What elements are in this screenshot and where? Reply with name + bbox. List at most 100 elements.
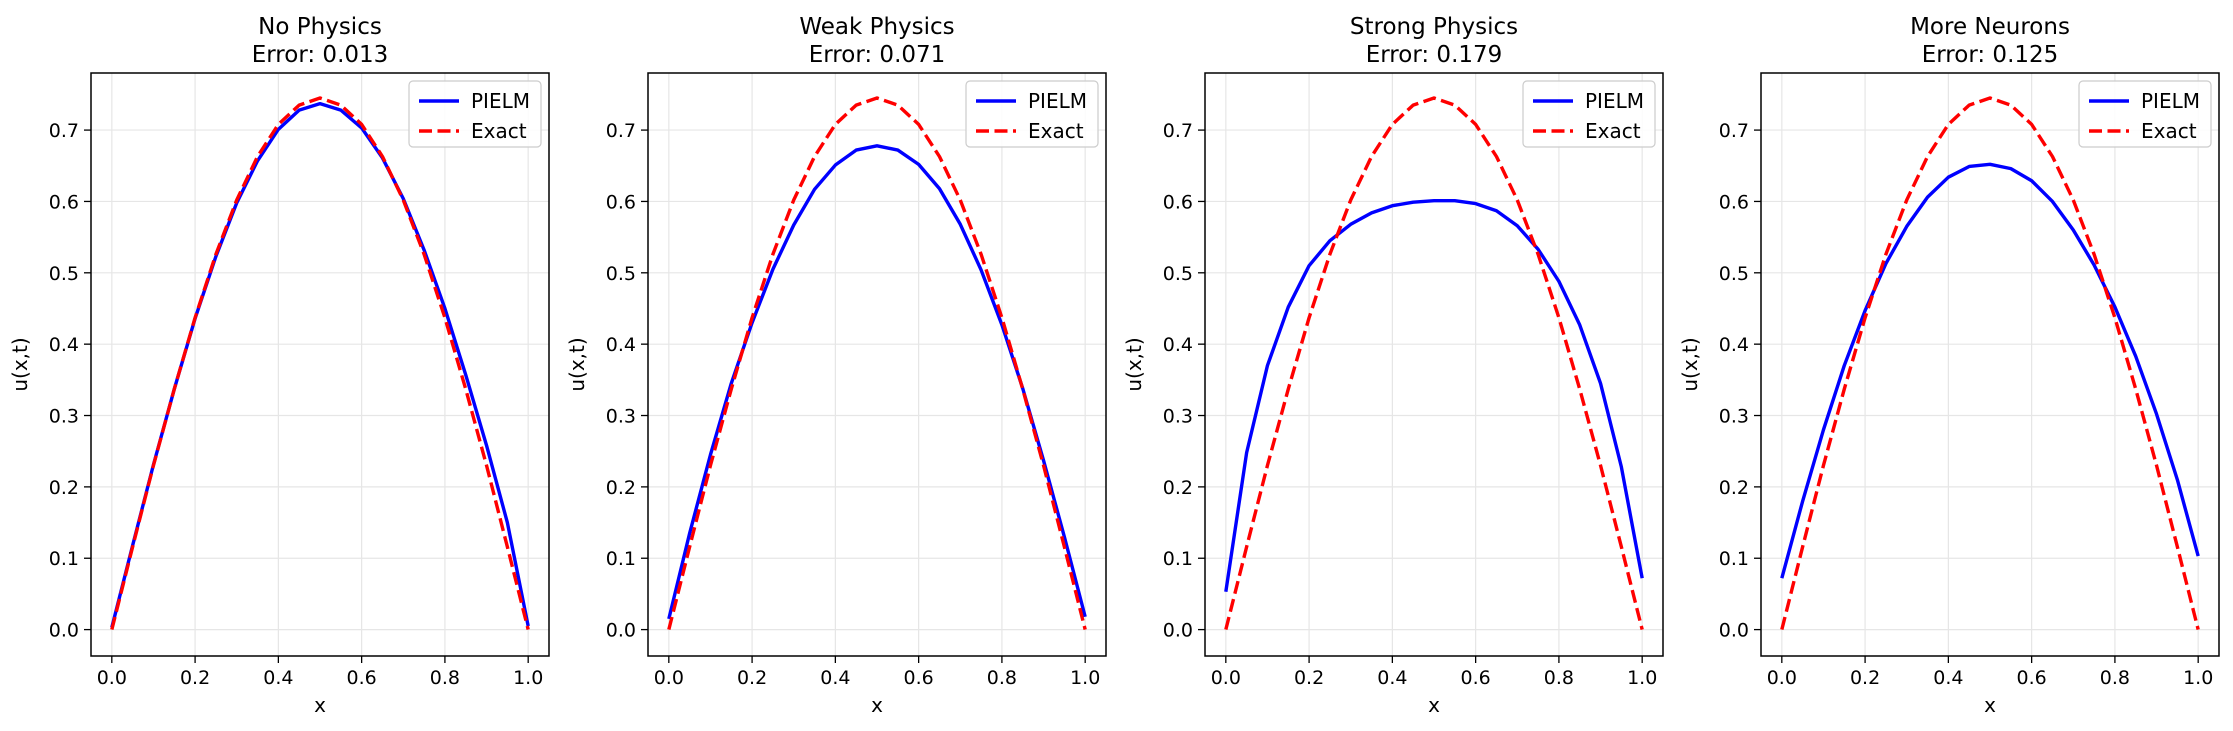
- y-tick-label: 0.6: [49, 191, 79, 213]
- y-tick-label: 0.6: [606, 191, 636, 213]
- legend: PIELM Exact: [408, 80, 542, 148]
- x-tick-label: 0.8: [430, 667, 460, 689]
- y-tick-label: 0.2: [1719, 477, 1749, 499]
- x-tick-label: 1.0: [2183, 667, 2213, 689]
- x-axis-label: x: [314, 693, 326, 717]
- x-tick-label: 0.2: [1294, 667, 1324, 689]
- y-tick-label: 0.6: [1719, 191, 1749, 213]
- series-line-pielm: [667, 144, 1087, 620]
- x-tick-label: 0.6: [904, 667, 934, 689]
- y-tick-label: 0.0: [1163, 620, 1193, 642]
- y-tick-label: 0.7: [49, 120, 79, 142]
- series-line-pielm: [1780, 162, 2200, 579]
- y-tick-label: 0.2: [606, 477, 636, 499]
- x-tick-label: 0.0: [1211, 667, 1241, 689]
- legend-label-pielm: PIELM: [1585, 89, 1644, 113]
- axes-frame: [90, 72, 550, 657]
- legend-label-pielm: PIELM: [471, 89, 530, 113]
- y-tick-label: 0.4: [606, 334, 636, 356]
- y-tick-label: 0.3: [49, 406, 79, 428]
- y-tick-label: 0.3: [1163, 406, 1193, 428]
- grid: [648, 73, 1106, 656]
- x-tick-label: 0.2: [1850, 667, 1880, 689]
- y-tick-label: 0.4: [1163, 334, 1193, 356]
- legend-label-exact: Exact: [471, 119, 527, 143]
- y-tick-label: 0.3: [606, 406, 636, 428]
- subplot-title: Weak Physics: [799, 14, 954, 40]
- series-line-pielm: [1224, 199, 1644, 593]
- axes-frame: [647, 72, 1107, 657]
- legend-label-exact: Exact: [1028, 119, 1084, 143]
- x-axis-label: x: [1984, 693, 1996, 717]
- legend: PIELM Exact: [2078, 80, 2212, 148]
- x-tick-label: 0.2: [737, 667, 767, 689]
- subplot-title: Strong Physics: [1350, 14, 1518, 40]
- axes-frame: [1760, 72, 2220, 657]
- subplot-subtitle: Error: 0.179: [1366, 42, 1503, 68]
- y-tick-label: 0.3: [1719, 406, 1749, 428]
- series-line-exact: [1224, 96, 1644, 631]
- x-tick-label: 1.0: [1070, 667, 1100, 689]
- x-tick-label: 1.0: [513, 667, 543, 689]
- y-tick-label: 0.1: [49, 548, 79, 570]
- x-tick-label: 0.0: [654, 667, 684, 689]
- subplot-title: More Neurons: [1910, 14, 2070, 40]
- x-axis-label: x: [871, 693, 883, 717]
- axes-frame: [1204, 72, 1664, 657]
- grid: [1761, 73, 2219, 656]
- y-tick-label: 0.0: [1719, 620, 1749, 642]
- y-tick-label: 0.2: [49, 477, 79, 499]
- series-line-pielm: [110, 101, 530, 628]
- y-tick-label: 0.1: [1719, 548, 1749, 570]
- y-tick-label: 0.7: [1163, 120, 1193, 142]
- series-line-exact: [1780, 96, 2200, 631]
- y-tick-label: 0.1: [606, 548, 636, 570]
- x-tick-label: 0.6: [347, 667, 377, 689]
- legend: PIELM Exact: [965, 80, 1099, 148]
- legend-label-pielm: PIELM: [1028, 89, 1087, 113]
- y-axis-label: u(x,t): [8, 337, 32, 391]
- y-tick-label: 0.4: [49, 334, 79, 356]
- series-line-exact: [110, 96, 530, 631]
- x-tick-label: 0.4: [263, 667, 293, 689]
- grid: [91, 73, 549, 656]
- x-tick-label: 0.4: [1377, 667, 1407, 689]
- x-tick-label: 0.8: [1544, 667, 1574, 689]
- y-axis-label: u(x,t): [565, 337, 589, 391]
- x-tick-label: 0.0: [1767, 667, 1797, 689]
- y-tick-label: 0.2: [1163, 477, 1193, 499]
- subplot-subtitle: Error: 0.071: [809, 42, 946, 68]
- x-tick-label: 0.2: [180, 667, 210, 689]
- x-axis-label: x: [1428, 693, 1440, 717]
- y-tick-label: 0.7: [1719, 120, 1749, 142]
- x-tick-label: 0.8: [987, 667, 1017, 689]
- y-tick-label: 0.7: [606, 120, 636, 142]
- y-tick-label: 0.0: [49, 620, 79, 642]
- series-line-exact: [667, 96, 1087, 631]
- y-tick-label: 0.6: [1163, 191, 1193, 213]
- legend-label-exact: Exact: [1585, 119, 1641, 143]
- y-tick-label: 0.4: [1719, 334, 1749, 356]
- y-tick-label: 0.0: [606, 620, 636, 642]
- x-tick-label: 0.6: [1461, 667, 1491, 689]
- subplot-subtitle: Error: 0.125: [1922, 42, 2059, 68]
- y-tick-label: 0.5: [49, 263, 79, 285]
- x-tick-label: 0.8: [2100, 667, 2130, 689]
- y-tick-label: 0.1: [1163, 548, 1193, 570]
- subplot-subtitle: Error: 0.013: [252, 42, 389, 68]
- x-tick-label: 1.0: [1627, 667, 1657, 689]
- y-tick-label: 0.5: [1719, 263, 1749, 285]
- legend-label-pielm: PIELM: [2141, 89, 2200, 113]
- x-tick-label: 0.4: [820, 667, 850, 689]
- x-tick-label: 0.6: [2017, 667, 2047, 689]
- y-tick-label: 0.5: [1163, 263, 1193, 285]
- legend-label-exact: Exact: [2141, 119, 2197, 143]
- subplot-title: No Physics: [258, 14, 382, 40]
- x-tick-label: 0.4: [1933, 667, 1963, 689]
- y-axis-label: u(x,t): [1122, 337, 1146, 391]
- x-tick-label: 0.0: [97, 667, 127, 689]
